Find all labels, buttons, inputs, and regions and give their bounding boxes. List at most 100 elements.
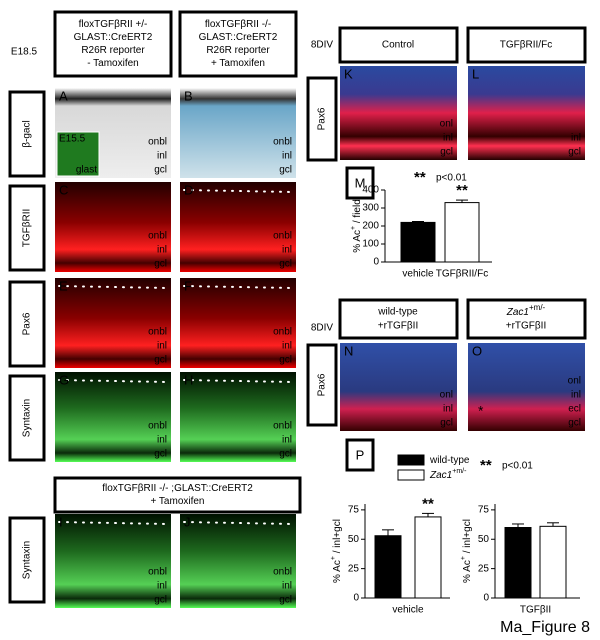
panel-letter: F — [184, 278, 192, 293]
y-label-part: % Ac — [462, 560, 473, 583]
micrograph — [55, 372, 171, 462]
significance-annotation: ** — [422, 495, 434, 512]
legend-sup: +m/- — [452, 468, 467, 475]
label-box — [306, 343, 338, 427]
bar — [400, 221, 436, 263]
label-box — [8, 90, 46, 178]
header-text: floxTGFβRII +/- — [79, 19, 148, 30]
layer-label: onl — [568, 376, 581, 387]
y-tick-label: 25 — [478, 563, 490, 574]
layer-label: gcl — [154, 165, 167, 176]
y-axis-label: % Ac+ / inl+gcl — [330, 519, 342, 583]
label-box — [306, 76, 338, 162]
y-label-part: + — [460, 556, 467, 560]
micrograph — [55, 278, 171, 368]
layer-label: gcl — [154, 595, 167, 606]
layer-label: inl — [157, 341, 167, 352]
x-tick-label: TGFβRII/Fc — [436, 269, 488, 280]
bar — [444, 202, 480, 263]
header-text: R26R reporter — [206, 45, 270, 56]
micrograph — [180, 278, 296, 368]
micrograph — [55, 182, 171, 272]
micrograph — [468, 66, 585, 160]
layer-label: inl — [443, 404, 453, 415]
layer-label: inl — [282, 581, 292, 592]
layer-label: inl — [282, 341, 292, 352]
y-label-part: % Ac — [332, 560, 343, 583]
footer: Ma_Figure 8 — [500, 619, 590, 636]
y-tick-label: 75 — [348, 505, 360, 516]
layer-label: gcl — [279, 355, 292, 366]
layer-label: gcl — [154, 355, 167, 366]
y-tick-label: 300 — [362, 203, 379, 214]
panel-letter: A — [59, 88, 68, 103]
x-tick-label: vehicle — [402, 269, 434, 280]
micrograph — [340, 66, 457, 160]
layer-label: gcl — [154, 449, 167, 460]
stage-label: E18.5 — [11, 47, 38, 58]
layer-label: inl — [282, 245, 292, 256]
inset — [56, 131, 100, 177]
label-box — [345, 438, 375, 472]
bar — [374, 535, 402, 599]
row-label: Syntaxin — [22, 541, 33, 579]
header-text: wild-type — [377, 307, 418, 318]
label-box — [338, 26, 459, 64]
layer-label: ecl — [568, 404, 581, 415]
layer-label: onl — [440, 119, 453, 130]
layer-label: onbl — [273, 231, 292, 242]
row-label: Syntaxin — [22, 399, 33, 437]
label-box — [466, 26, 587, 64]
label-box — [8, 516, 46, 604]
label-box — [466, 298, 587, 340]
label-box — [8, 280, 46, 368]
y-label-part: + — [350, 226, 357, 230]
micrograph — [180, 372, 296, 462]
layer-label: gcl — [279, 165, 292, 176]
panel-letter: I — [59, 514, 63, 529]
label-box — [8, 184, 46, 272]
micrograph — [340, 343, 457, 431]
micrograph — [55, 514, 171, 608]
label-box — [178, 10, 298, 78]
layer-label: inl — [282, 435, 292, 446]
stage-label: 8DIV — [311, 323, 334, 334]
layer-label: onbl — [148, 567, 167, 578]
layer-label: inl — [282, 151, 292, 162]
header-text: + Tamoxifen — [211, 58, 265, 69]
layer-label: gcl — [279, 259, 292, 270]
panel-letter: L — [472, 66, 479, 81]
y-axis-label: % Ac+ / field — [350, 199, 362, 253]
panel-letter: G — [59, 372, 69, 387]
header-text: R26R reporter — [81, 45, 145, 56]
y-label-part: / inl+gcl — [462, 519, 473, 556]
header-text: + Tamoxifen — [150, 496, 204, 507]
significance-text: p<0.01 — [502, 461, 533, 472]
header-text: - Tamoxifen — [87, 58, 139, 69]
y-label-part: / inl+gcl — [332, 519, 343, 556]
row-label: Pax6 — [317, 373, 328, 396]
panel-letter: D — [184, 182, 193, 197]
layer-label: onbl — [273, 567, 292, 578]
layer-label: inl — [157, 151, 167, 162]
layer-label: inl — [571, 133, 581, 144]
layer-label: gcl — [279, 449, 292, 460]
y-tick-label: 25 — [348, 563, 360, 574]
label-box — [338, 298, 459, 340]
panel-letter: O — [472, 343, 482, 358]
y-tick-label: 0 — [353, 593, 359, 604]
layer-label: gcl — [154, 259, 167, 270]
y-tick-label: 200 — [362, 221, 379, 232]
legend-swatch — [397, 469, 425, 481]
label-box — [53, 10, 173, 78]
significance-annotation: ** — [456, 182, 468, 199]
header-text: GLAST::CreERT2 — [199, 32, 278, 43]
layer-label: onbl — [148, 421, 167, 432]
y-tick-label: 50 — [348, 534, 360, 545]
header-text: +rTGFβII — [378, 321, 418, 332]
y-label-part: % Ac — [352, 230, 363, 253]
header-text: floxTGFβRII -/- ;GLAST::CreERT2 — [102, 483, 253, 494]
layer-label: onl — [440, 390, 453, 401]
inset-marker: glast — [76, 165, 97, 176]
